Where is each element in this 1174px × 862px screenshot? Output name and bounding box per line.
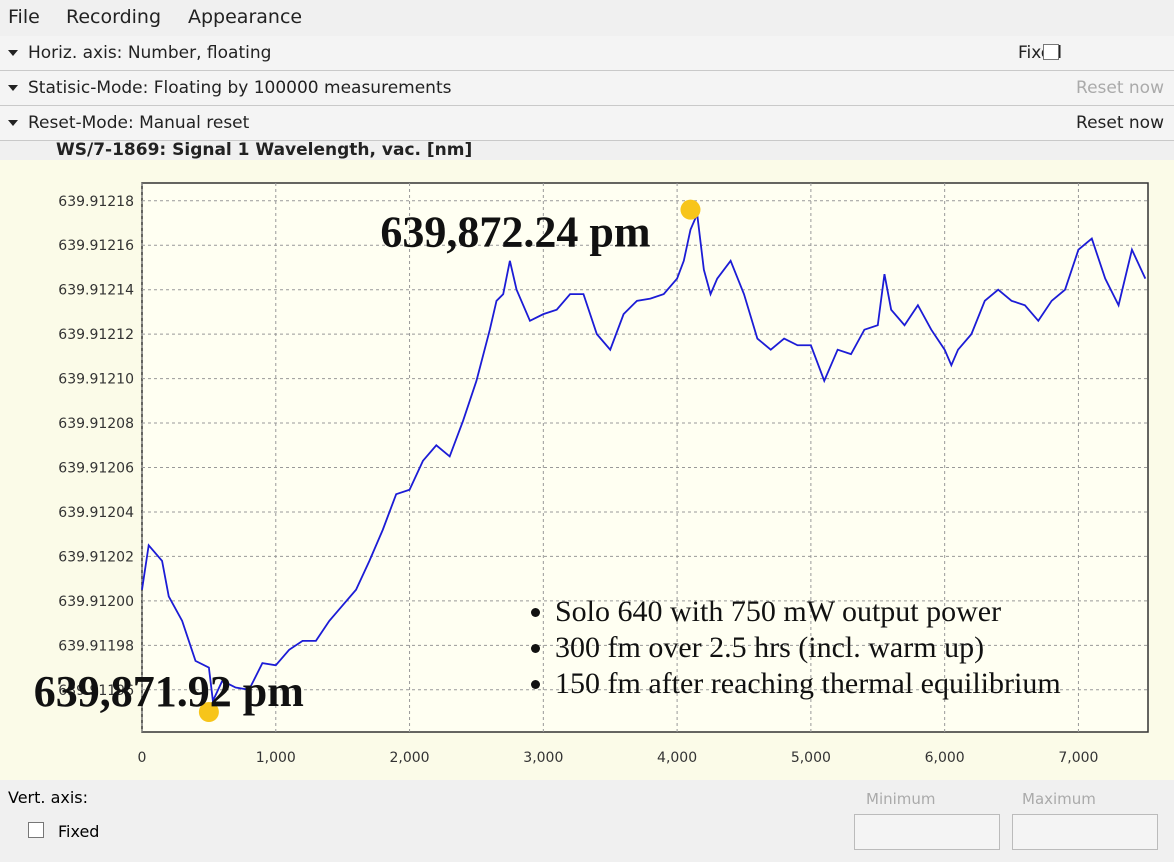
bullet: Solo 640 with 750 mW output power — [555, 594, 1155, 630]
y-tick-label: 639.91216 — [58, 238, 134, 254]
x-tick-label: 0 — [138, 750, 147, 766]
marker — [680, 199, 701, 220]
row-label: Horiz. axis: Number, floating — [28, 43, 272, 63]
checkbox[interactable] — [28, 822, 44, 838]
label: Minimum — [866, 790, 936, 808]
marker — [198, 701, 219, 722]
y-tick-label: 639.91210 — [58, 372, 134, 388]
bullet: 300 fm over 2.5 hrs (incl. warm up) — [555, 630, 1155, 666]
y-tick-label: 639.91208 — [58, 416, 134, 432]
data-line — [141, 210, 1147, 705]
x-tick-label: 4,000 — [657, 750, 697, 766]
menu-item[interactable]: File — [8, 6, 40, 28]
y-tick-label: 639.91214 — [58, 283, 134, 299]
checkbox-label[interactable]: Fixed — [58, 822, 100, 841]
y-tick-label: 639.91204 — [58, 505, 134, 521]
menu-item[interactable]: Appearance — [188, 6, 303, 28]
y-tick-label: 639.91218 — [58, 194, 134, 210]
row-label: Reset-Mode: Manual reset — [28, 113, 250, 133]
annotation: 639,872.24 pm — [380, 208, 650, 257]
menu-item[interactable]: Recording — [66, 6, 162, 28]
panel-title: WS/7-1869: Signal 1 Wavelength, vac. [nm… — [56, 140, 473, 160]
y-tick-label: 639.91200 — [58, 594, 134, 610]
y-tick-label: 639.91212 — [58, 327, 134, 343]
row-label: Statisic-Mode: Floating by 100000 measur… — [28, 78, 452, 98]
y-tick-label: 639.91206 — [58, 461, 134, 477]
y-tick-label: 639.91202 — [58, 549, 134, 565]
x-tick-label: 7,000 — [1058, 750, 1098, 766]
chart: 639.91196 639.91198 639.91200 639.91202 639.… — [34, 182, 1149, 766]
x-tick-label: 3,000 — [523, 750, 563, 766]
settings-row[interactable]: Statisic-Mode: Floating by 100000 measur… — [0, 71, 1174, 106]
bullet-list: Solo 640 with 750 mW output power300 fm … — [510, 594, 1155, 702]
spin-box[interactable] — [854, 814, 1000, 850]
spin-box[interactable] — [1012, 814, 1158, 850]
settings-row[interactable]: Horiz. axis: Number, floating Fixed — [0, 36, 1174, 71]
chart-panel: 639.91196 639.91198 639.91200 639.91202 639.… — [0, 160, 1174, 780]
button[interactable]: Reset now — [1076, 78, 1164, 98]
settings-row[interactable]: Reset-Mode: Manual reset Reset now — [0, 106, 1174, 141]
x-tick-label: 2,000 — [390, 750, 430, 766]
bullet: 150 fm after reaching thermal equilibriu… — [555, 666, 1155, 702]
y-tick-label: 639.91196 — [58, 683, 134, 699]
x-tick-label: 5,000 — [791, 750, 831, 766]
label: Vert. axis: — [8, 788, 89, 807]
annotation: 639,871.92 pm — [34, 667, 304, 716]
x-tick-label: 1,000 — [256, 750, 296, 766]
checkbox[interactable] — [1043, 44, 1059, 60]
button[interactable]: Reset now — [1076, 113, 1164, 133]
y-tick-label: 639.91198 — [58, 638, 134, 654]
label: Maximum — [1022, 790, 1096, 808]
x-tick-label: 6,000 — [925, 750, 965, 766]
